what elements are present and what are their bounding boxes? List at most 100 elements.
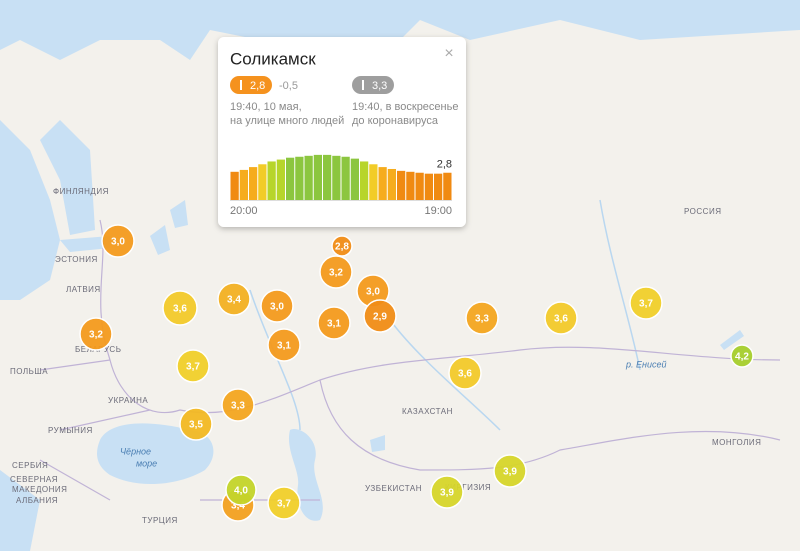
city-marker[interactable]: 3,3 <box>465 301 499 335</box>
close-button[interactable]: × <box>444 45 453 62</box>
place-label: СЕВЕРНАЯ <box>10 475 58 484</box>
marker-label: 3,1 <box>277 341 291 352</box>
city-marker[interactable]: 3,1 <box>317 306 351 340</box>
marker-label: 3,6 <box>554 314 568 325</box>
city-marker[interactable]: 3,0 <box>356 274 390 308</box>
marker-circle <box>267 328 301 362</box>
marker-label: 2,8 <box>335 242 349 253</box>
hour-bar <box>249 167 258 200</box>
marker-label: 3,9 <box>440 488 454 499</box>
hour-bar <box>397 170 406 200</box>
hour-bar <box>286 157 295 200</box>
city-marker[interactable]: 3,6 <box>448 356 482 390</box>
marker-circle <box>260 289 294 323</box>
chart-start-label: 20:00 <box>230 205 258 217</box>
badge-icon <box>362 80 364 90</box>
marker-circle <box>465 301 499 335</box>
previous-note: 19:40, в воскресенье <box>352 101 458 113</box>
marker-circle <box>267 486 301 520</box>
marker-circle <box>162 290 198 326</box>
marker-label: 3,2 <box>89 330 103 341</box>
hour-bar <box>267 161 276 200</box>
marker-circle <box>319 255 353 289</box>
hourly-chart <box>230 154 452 200</box>
city-marker[interactable]: 3,2 <box>79 317 113 351</box>
city-marker[interactable]: 3,9 <box>493 454 527 488</box>
hour-bar <box>443 172 452 200</box>
markers: 3,0 2,8 3,2 3,0 2,9 3,6 3,4 3,0 3,1 3,1 3,2 3,7 3,3 3… <box>79 224 754 522</box>
city-marker[interactable]: 3,6 <box>544 301 578 335</box>
city-marker[interactable]: 3,6 <box>162 290 198 326</box>
city-marker[interactable]: 3,1 <box>267 328 301 362</box>
city-marker[interactable]: 2,9 <box>363 299 397 333</box>
city-marker[interactable]: 4,2 <box>730 344 754 368</box>
hour-bar <box>424 173 433 200</box>
marker-circle <box>176 349 210 383</box>
marker-circle <box>221 388 255 422</box>
city-marker[interactable]: 3,7 <box>176 349 210 383</box>
hour-bar <box>276 159 285 200</box>
city-marker[interactable]: 3,9 <box>430 475 464 509</box>
black-sea <box>97 423 214 485</box>
gulf-of-finland <box>60 236 110 252</box>
hour-bar <box>230 171 239 200</box>
marker-circle <box>331 235 353 257</box>
hour-bar <box>350 158 359 200</box>
place-label: ТУРЦИЯ <box>142 516 178 525</box>
hour-bar <box>313 154 322 200</box>
marker-circle <box>363 299 397 333</box>
marker-label: 3,4 <box>231 501 245 512</box>
marker-label: 3,6 <box>458 369 472 380</box>
marker-label: 3,4 <box>227 295 241 306</box>
city-marker[interactable]: 3,7 <box>629 286 663 320</box>
marker-circle <box>493 454 527 488</box>
place-label: РУМЫНИЯ <box>48 426 93 435</box>
place-label: МОНГОЛИЯ <box>712 438 761 447</box>
chart-last-label: 2,8 <box>437 159 452 171</box>
caspian-sea <box>288 429 323 521</box>
marker-circle <box>544 301 578 335</box>
marker-label: 3,7 <box>639 299 653 310</box>
previous-value: 3,3 <box>372 80 387 92</box>
marker-label: 2,9 <box>373 312 387 323</box>
hour-bar <box>239 169 248 200</box>
city-marker[interactable]: 3,3 <box>221 388 255 422</box>
marker-label: 3,7 <box>186 362 200 373</box>
place-label: УКРАИНА <box>108 396 148 405</box>
city-marker[interactable]: 3,5 <box>179 407 213 441</box>
city-marker[interactable]: 2,8 <box>331 235 353 257</box>
hour-bar <box>406 171 415 200</box>
mediterranean <box>0 470 40 551</box>
place-label: ФИНЛЯНДИЯ <box>53 187 109 196</box>
city-marker[interactable]: 3,4 <box>217 282 251 316</box>
marker-circle <box>730 344 754 368</box>
marker-label: 3,5 <box>189 420 203 431</box>
marker-circle <box>317 306 351 340</box>
sea-label: Чёрное <box>120 446 151 456</box>
city-marker[interactable]: 3,7 <box>267 486 301 520</box>
lakes <box>150 200 188 255</box>
hour-bar <box>341 156 350 200</box>
marker-circle <box>101 224 135 258</box>
current-note: на улице много людей <box>230 115 344 127</box>
current-value: 2,8 <box>250 80 265 92</box>
previous-note: до коронавируса <box>352 115 439 127</box>
place-label: РОССИЯ <box>684 207 721 216</box>
baltic-sea <box>0 120 60 300</box>
city-marker[interactable]: 3,0 <box>260 289 294 323</box>
city-marker[interactable]: 3,0 <box>101 224 135 258</box>
marker-circle <box>629 286 663 320</box>
hour-bar <box>434 173 443 200</box>
gulf-of-bothnia <box>40 120 95 235</box>
arctic-ocean <box>0 0 800 70</box>
city-marker[interactable]: 4,0 <box>225 474 257 506</box>
marker-label: 3,0 <box>111 237 125 248</box>
hour-bar <box>378 167 387 200</box>
marker-label: 3,0 <box>270 302 284 313</box>
marker-circle <box>217 282 251 316</box>
city-marker[interactable]: 3,2 <box>319 255 353 289</box>
marker-label: 3,3 <box>231 401 245 412</box>
place-label: КИРГИЗИЯ <box>445 483 491 492</box>
popup: Соликамск × 2,8 -0,5 3,3 19:40, 10 мая, … <box>218 37 466 227</box>
